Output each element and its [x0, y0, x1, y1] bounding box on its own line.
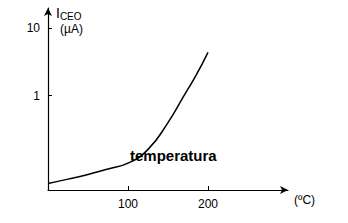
svg-text:(µA): (µA) [60, 22, 83, 36]
svg-text:(ºC): (ºC) [294, 193, 315, 207]
svg-text:10: 10 [27, 21, 41, 35]
svg-text:CEO: CEO [60, 11, 82, 22]
svg-text:1: 1 [33, 89, 40, 103]
svg-text:temperatura: temperatura [130, 147, 217, 164]
svg-text:200: 200 [198, 197, 218, 211]
svg-text:I: I [56, 5, 60, 21]
svg-text:100: 100 [118, 197, 138, 211]
